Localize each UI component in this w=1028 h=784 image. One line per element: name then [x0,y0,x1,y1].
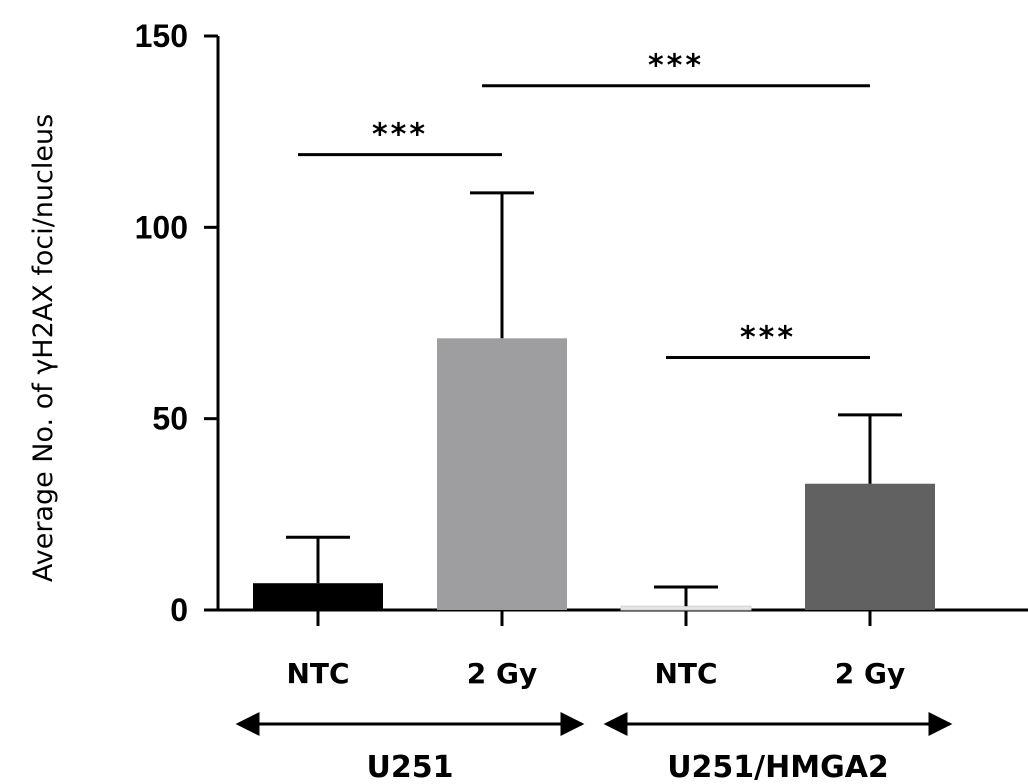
x-tick-label: 2 Gy [467,657,537,690]
x-axis: NTC 2 Gy NTC 2 Gy [218,608,1028,690]
significance-label: *** [372,118,428,153]
group-labels: U251 U251/HMGA2 [235,712,953,784]
y-axis: 0 50 100 150 [135,18,220,628]
bar-2 [620,605,752,611]
x-tick-label: 2 Gy [835,657,905,690]
y-tick-label: 50 [152,401,188,437]
y-axis-label: Average No. of γH2AX foci/nucleus [28,114,59,582]
group-label: U251 [367,750,454,784]
significance-annotations: *** *** *** [298,49,870,359]
x-tick-label: NTC [654,657,717,690]
bar-0 [253,583,383,610]
significance-label: *** [648,49,704,84]
bar-3 [805,483,935,610]
bar-1 [437,338,567,610]
bars [253,191,935,611]
y-tick-label: 150 [135,18,188,54]
x-tick-label: NTC [286,657,349,690]
y-tick-label: 100 [135,209,188,245]
significance-label: *** [740,320,796,355]
group-label: U251/HMGA2 [667,750,889,784]
y-tick-label: 0 [170,592,188,628]
